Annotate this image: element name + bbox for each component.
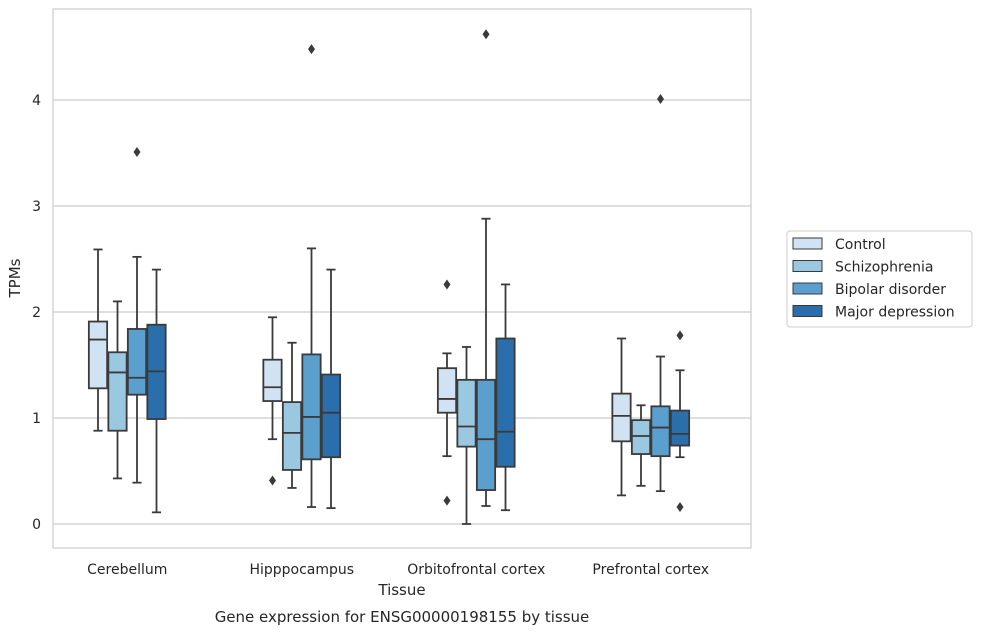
box-iqr [107, 351, 128, 432]
outlier-point [133, 146, 141, 157]
box [87, 248, 109, 432]
legend: Control Schizophrenia Bipolar disorder Majo… [786, 230, 973, 328]
series-schizophrenia [107, 300, 652, 525]
x-tick-labels: Cerebellum Hipppocampus Orbitofrontal cort… [87, 562, 709, 578]
box-iqr [475, 378, 497, 491]
legend-swatch [792, 237, 823, 250]
y-tick-labels: 0 1 2 3 4 [32, 93, 41, 533]
outlier-point [657, 93, 664, 104]
box-iqr [611, 392, 632, 443]
box-iqr [436, 367, 458, 414]
legend-label: Schizophrenia [835, 260, 933, 276]
box [436, 279, 458, 506]
box [107, 300, 128, 480]
box-iqr [320, 373, 342, 459]
box [630, 404, 652, 487]
outlier-point [269, 475, 276, 486]
x-tick-label: Hipppocampus [249, 562, 354, 578]
legend-swatch [792, 260, 823, 272]
y-tick-label: 4 [32, 93, 41, 109]
box-iqr [650, 405, 671, 458]
outlier-point [676, 502, 684, 513]
legend-label: Control [835, 237, 886, 253]
y-tick-label: 0 [32, 517, 41, 533]
outlier-point [443, 495, 451, 506]
box [262, 316, 283, 486]
box [669, 330, 691, 513]
box [320, 268, 342, 510]
box-iqr [495, 337, 516, 468]
y-tick-label: 1 [32, 411, 41, 427]
gridlines [53, 99, 751, 525]
outlier-point [443, 279, 451, 290]
box [475, 29, 497, 507]
series-major-depression [146, 268, 691, 514]
box-iqr [669, 409, 691, 447]
y-axis-title: TPMs [6, 258, 24, 298]
box-iqr [262, 358, 283, 402]
box [650, 93, 671, 493]
box [281, 341, 303, 489]
legend-label: Bipolar disorder [835, 282, 946, 298]
box [495, 283, 516, 512]
box-iqr [301, 353, 322, 461]
box-iqr [281, 401, 303, 471]
legend-label: Major depression [835, 305, 955, 321]
box-series [87, 29, 691, 525]
box-iqr [456, 378, 477, 448]
box-iqr [630, 419, 652, 455]
box-iqr [87, 320, 109, 390]
plot-frame [52, 8, 752, 549]
series-control [87, 248, 632, 506]
outlier-point [308, 44, 315, 55]
x-tick-label: Cerebellum [87, 562, 167, 578]
box [126, 146, 148, 484]
box [146, 268, 167, 514]
x-axis-title: Tissue [377, 581, 425, 599]
box [456, 346, 477, 525]
chart-caption: Gene expression for ENSG00000198155 by t… [215, 608, 590, 626]
outlier-point [482, 29, 490, 40]
legend-swatch [792, 305, 823, 317]
x-tick-label: Prefrontal cortex [592, 562, 709, 578]
x-tick-label: Orbitofrontal cortex [407, 562, 545, 578]
series-bipolar-disorder [126, 29, 671, 508]
box [301, 44, 322, 508]
legend-swatch [792, 282, 823, 295]
legend-items: Control Schizophrenia Bipolar disorder Majo… [792, 237, 955, 321]
y-tick-label: 2 [32, 305, 41, 321]
y-tick-label: 3 [32, 199, 41, 215]
box-iqr [126, 328, 148, 396]
box [611, 337, 632, 497]
legend-frame [786, 230, 973, 328]
outlier-point [676, 330, 684, 341]
